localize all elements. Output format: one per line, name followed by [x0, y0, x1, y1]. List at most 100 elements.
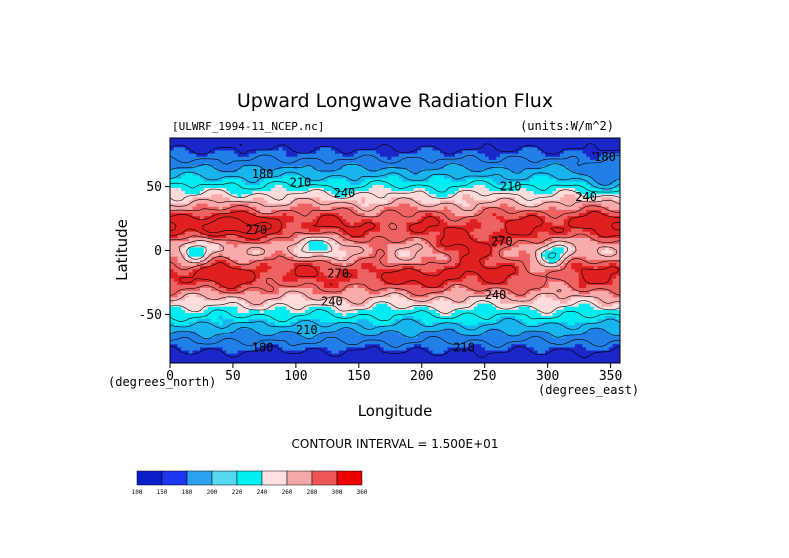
field-cell	[428, 228, 434, 233]
field-cell	[500, 219, 505, 223]
field-cell	[522, 253, 527, 258]
field-cell	[496, 166, 501, 170]
field-cell	[466, 256, 471, 261]
field-cell	[237, 181, 242, 186]
field-cell	[530, 178, 535, 183]
field-cell	[342, 259, 347, 264]
field-cell	[237, 172, 242, 177]
field-cell	[222, 166, 227, 170]
field-cell	[305, 244, 310, 248]
field-cell	[398, 184, 404, 189]
field-cell	[196, 238, 201, 242]
field-cell	[601, 241, 606, 245]
field-cell	[466, 228, 471, 233]
field-cell	[331, 250, 336, 255]
field-cell	[530, 247, 535, 252]
field-cell	[436, 247, 441, 252]
field-cell	[200, 153, 205, 158]
field-cell	[578, 197, 584, 202]
field-cell	[215, 234, 220, 239]
field-cell	[335, 169, 340, 173]
field-cell	[308, 256, 314, 261]
field-cell	[556, 188, 561, 192]
field-cell	[215, 250, 220, 255]
field-cell	[458, 188, 464, 192]
field-cell	[545, 166, 550, 170]
field-cell	[387, 200, 392, 205]
field-cell	[305, 144, 310, 148]
field-cell	[533, 253, 539, 258]
field-cell	[185, 181, 190, 186]
field-cell	[211, 259, 216, 264]
field-cell	[293, 194, 299, 198]
field-cell	[320, 172, 325, 177]
field-cell	[218, 147, 224, 152]
field-cell	[458, 175, 464, 180]
field-cell	[263, 253, 269, 258]
field-cell	[518, 213, 524, 217]
field-cell	[436, 197, 441, 202]
field-cell	[230, 238, 235, 242]
field-cell	[500, 141, 505, 145]
field-cell	[170, 163, 175, 167]
field-cell	[241, 209, 246, 214]
field-cell	[293, 141, 299, 145]
field-cell	[530, 209, 535, 214]
field-cell	[353, 194, 359, 198]
field-cell	[196, 228, 201, 233]
field-cell	[402, 259, 407, 264]
field-cell	[537, 219, 542, 223]
field-cell	[451, 256, 456, 261]
field-cell	[545, 175, 550, 180]
field-cell	[271, 178, 276, 183]
field-cell	[260, 222, 265, 227]
field-cell	[342, 169, 347, 173]
field-cell	[428, 197, 434, 202]
field-cell	[297, 153, 302, 158]
field-cell	[181, 156, 186, 161]
field-cell	[556, 247, 561, 252]
field-cell	[260, 244, 265, 248]
field-cell	[327, 266, 332, 270]
field-cell	[192, 153, 197, 158]
field-cell	[237, 188, 242, 192]
field-cell	[357, 266, 362, 270]
field-cell	[260, 213, 265, 217]
field-cell	[425, 184, 430, 189]
field-cell	[425, 231, 430, 236]
field-cell	[342, 256, 347, 261]
field-cell	[267, 231, 272, 236]
field-cell	[496, 181, 501, 186]
field-cell	[323, 238, 329, 242]
field-cell	[443, 188, 449, 192]
field-cell	[305, 216, 310, 220]
field-cell	[237, 244, 242, 248]
field-cell	[297, 231, 302, 236]
field-cell	[188, 244, 194, 248]
field-cell	[398, 209, 404, 214]
field-cell	[380, 206, 385, 211]
field-cell	[335, 184, 340, 189]
field-cell	[593, 247, 599, 252]
field-cell	[413, 191, 419, 195]
field-cell	[593, 172, 599, 177]
field-cell	[526, 241, 531, 245]
field-cell	[556, 228, 561, 233]
field-cell	[395, 228, 400, 233]
field-cell	[440, 219, 445, 223]
field-cell	[545, 178, 550, 183]
field-cell	[537, 141, 542, 145]
field-cell	[376, 206, 381, 211]
field-cell	[552, 153, 557, 158]
field-cell	[545, 228, 550, 233]
field-cell	[402, 225, 407, 230]
field-cell	[575, 184, 580, 189]
field-cell	[533, 259, 539, 264]
field-cell	[616, 219, 620, 223]
field-cell	[451, 206, 456, 211]
field-cell	[451, 138, 456, 142]
field-cell	[338, 238, 344, 242]
field-cell	[526, 225, 531, 230]
field-cell	[413, 144, 419, 148]
field-cell	[282, 266, 287, 270]
